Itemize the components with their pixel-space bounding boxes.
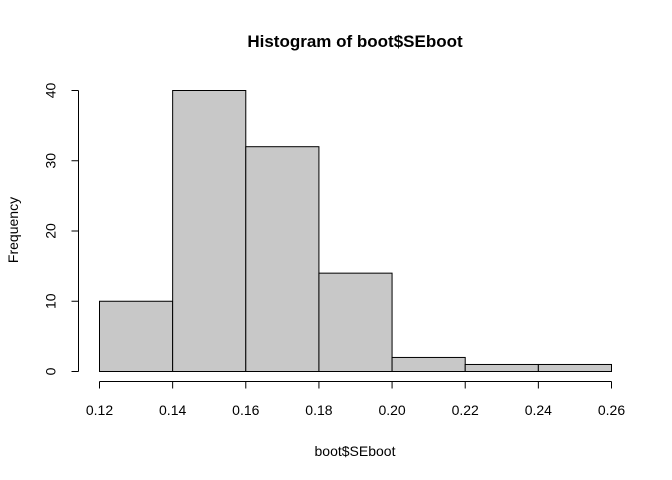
histogram-bar — [537, 363, 612, 373]
x-tick-label: 0.12 — [86, 402, 113, 418]
histogram-bar — [172, 90, 247, 372]
y-tick-label: 20 — [43, 223, 59, 239]
x-tick-label: 0.26 — [598, 402, 625, 418]
histogram-bar — [245, 146, 320, 372]
histogram-bar — [391, 356, 466, 373]
x-axis-label: boot$SEboot — [315, 443, 396, 459]
chart-title: Histogram of boot$SEboot — [247, 32, 463, 51]
x-axis: 0.12 0.14 0.16 0.18 0.20 0.22 0.24 0.26 — [86, 381, 625, 418]
histogram-bar — [464, 363, 539, 373]
y-axis: 0 10 20 30 40 — [43, 83, 79, 375]
x-tick-label: 0.14 — [159, 402, 186, 418]
y-axis-label: Frequency — [5, 197, 21, 263]
histogram-bar — [99, 300, 174, 372]
bars-group — [99, 90, 612, 373]
y-tick-label: 0 — [43, 367, 59, 375]
y-tick-label: 10 — [43, 293, 59, 309]
y-tick-label: 40 — [43, 83, 59, 99]
x-tick-label: 0.16 — [232, 402, 259, 418]
histogram-bar — [318, 272, 393, 372]
x-tick-label: 0.20 — [378, 402, 405, 418]
x-tick-label: 0.22 — [452, 402, 479, 418]
x-tick-label: 0.24 — [525, 402, 552, 418]
x-tick-label: 0.18 — [305, 402, 332, 418]
y-tick-label: 30 — [43, 153, 59, 169]
